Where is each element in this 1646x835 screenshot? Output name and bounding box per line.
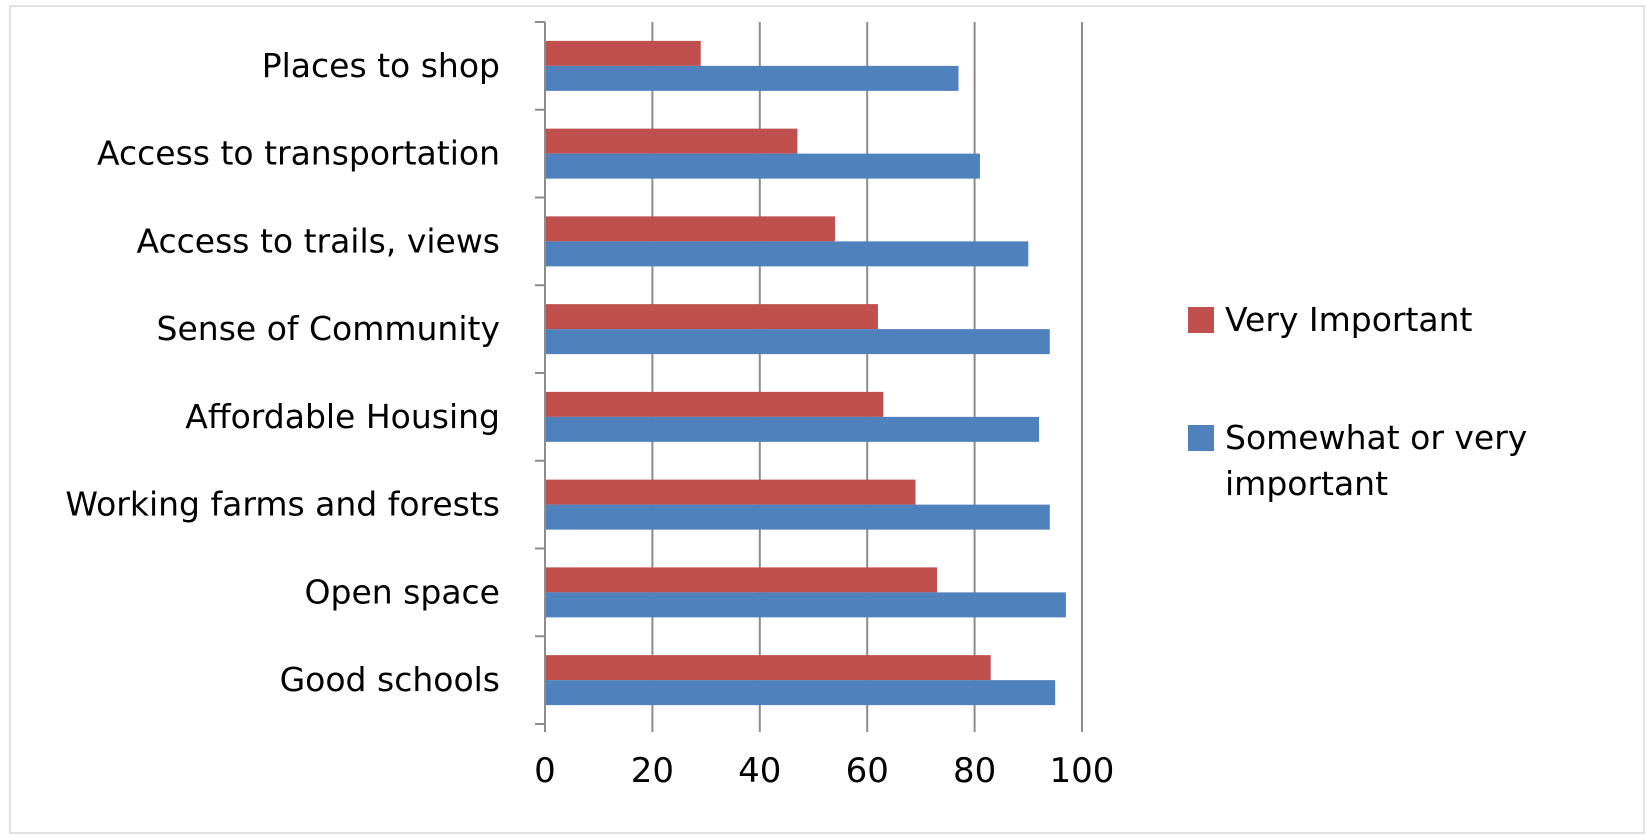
- category-labels: Places to shop Access to transportation Ac…: [65, 46, 500, 699]
- x-tick-label: 80: [953, 751, 996, 791]
- category-label: Access to transportation: [97, 134, 500, 173]
- bar-very-important: [546, 655, 991, 681]
- x-tick-labels: 0 20 40 60 80 100: [534, 751, 1114, 791]
- bar-very-important: [546, 391, 884, 417]
- bar-somewhat-or-very-important: [546, 592, 1066, 618]
- legend-swatch: [1188, 425, 1214, 451]
- x-tick-label: 40: [738, 751, 781, 791]
- x-tick-label: 100: [1050, 751, 1115, 791]
- x-tick-label: 60: [846, 751, 889, 791]
- legend-label: Somewhat or very important: [1225, 418, 1527, 503]
- x-tick-label: 0: [534, 751, 556, 791]
- legend: Very Important Somewhat or very important: [1188, 300, 1527, 503]
- legend-label: Very Important: [1225, 300, 1473, 339]
- bar-somewhat-or-very-important: [546, 65, 959, 91]
- legend-label-line: Somewhat or very: [1225, 418, 1527, 457]
- bar-very-important: [546, 128, 798, 154]
- legend-label-line: Very Important: [1225, 300, 1473, 339]
- x-tick-label: 20: [631, 751, 674, 791]
- category-label: Access to trails, views: [137, 221, 501, 260]
- category-label: Working farms and forests: [65, 485, 500, 524]
- legend-swatch: [1188, 307, 1214, 333]
- category-label: Sense of Community: [157, 309, 500, 348]
- category-label: Affordable Housing: [185, 397, 500, 436]
- bar-very-important: [546, 479, 916, 505]
- bar-somewhat-or-very-important: [546, 680, 1056, 706]
- bars: [546, 40, 1066, 706]
- bar-somewhat-or-very-important: [546, 504, 1050, 530]
- legend-label-line: important: [1225, 464, 1388, 503]
- bar-very-important: [546, 304, 878, 330]
- category-label: Good schools: [280, 660, 500, 699]
- bar-somewhat-or-very-important: [546, 241, 1029, 267]
- axes: [535, 21, 1083, 732]
- bar-somewhat-or-very-important: [546, 153, 980, 179]
- category-label: Open space: [305, 572, 500, 611]
- bar-very-important: [546, 567, 938, 593]
- bar-very-important: [546, 216, 835, 242]
- bar-somewhat-or-very-important: [546, 329, 1050, 355]
- category-label: Places to shop: [262, 46, 500, 85]
- bar-very-important: [546, 40, 701, 66]
- bar-somewhat-or-very-important: [546, 416, 1040, 442]
